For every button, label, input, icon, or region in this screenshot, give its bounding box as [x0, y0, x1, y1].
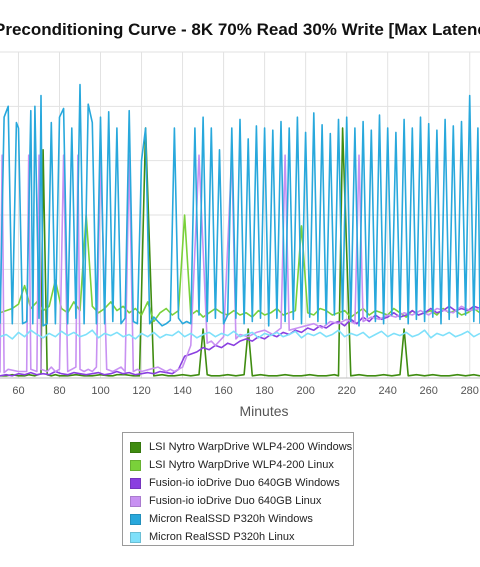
legend: LSI Nytro WarpDrive WLP4-200 Windows LSI …	[122, 432, 354, 546]
legend-swatch	[130, 477, 141, 489]
series-line-6	[0, 329, 480, 340]
legend-item[interactable]: Fusion-io ioDrive Duo 640GB Windows	[123, 474, 353, 492]
legend-swatch	[130, 459, 141, 471]
legend-item[interactable]: Micron RealSSD P320h Linux	[123, 528, 353, 546]
legend-item[interactable]: LSI Nytro WarpDrive WLP4-200 Windows	[123, 438, 353, 456]
line-chart: 60 80 100 120 140 160 180 200 220 240 260 280 Minut…	[0, 51, 480, 419]
x-axis-title: Minutes	[239, 403, 288, 419]
x-tick-label: 60	[12, 385, 24, 397]
x-tick-label: 180	[255, 385, 273, 397]
series-layer	[0, 83, 480, 377]
legend-item[interactable]: Fusion-io ioDrive Duo 640GB Linux	[123, 492, 353, 510]
legend-label: Fusion-io ioDrive Duo 640GB Windows	[149, 477, 340, 489]
x-tick-label: 200	[296, 385, 314, 397]
x-tick-label: 160	[214, 385, 232, 397]
series-line-4	[0, 154, 480, 374]
x-tick-label: 280	[461, 385, 479, 397]
x-tick-label: 120	[132, 385, 150, 397]
legend-label: Fusion-io ioDrive Duo 640GB Linux	[149, 495, 322, 507]
legend-swatch	[130, 495, 141, 507]
x-tick-label: 80	[53, 385, 65, 397]
chart-title: Preconditioning Curve - 8K 70% Read 30% …	[0, 20, 480, 39]
x-tick-label: 260	[420, 385, 438, 397]
x-tick-label: 240	[379, 385, 397, 397]
legend-swatch	[130, 531, 141, 543]
legend-item[interactable]: Micron RealSSD P320h Windows	[123, 510, 353, 528]
x-tick-label: 140	[173, 385, 191, 397]
series-line-1	[0, 127, 480, 377]
legend-label: LSI Nytro WarpDrive WLP4-200 Linux	[149, 459, 334, 471]
legend-label: Micron RealSSD P320h Windows	[149, 513, 313, 525]
legend-label: LSI Nytro WarpDrive WLP4-200 Windows	[149, 441, 353, 453]
x-axis: 60 80 100 120 140 160 180 200 220 240 260 280	[0, 377, 480, 397]
x-tick-label: 220	[337, 385, 355, 397]
grid-lines	[0, 51, 480, 379]
series-line-5	[0, 83, 480, 327]
legend-swatch	[130, 441, 141, 453]
x-tick-label: 100	[91, 385, 109, 397]
legend-swatch	[130, 513, 141, 525]
legend-item[interactable]: LSI Nytro WarpDrive WLP4-200 Linux	[123, 456, 353, 474]
legend-label: Micron RealSSD P320h Linux	[149, 531, 295, 543]
